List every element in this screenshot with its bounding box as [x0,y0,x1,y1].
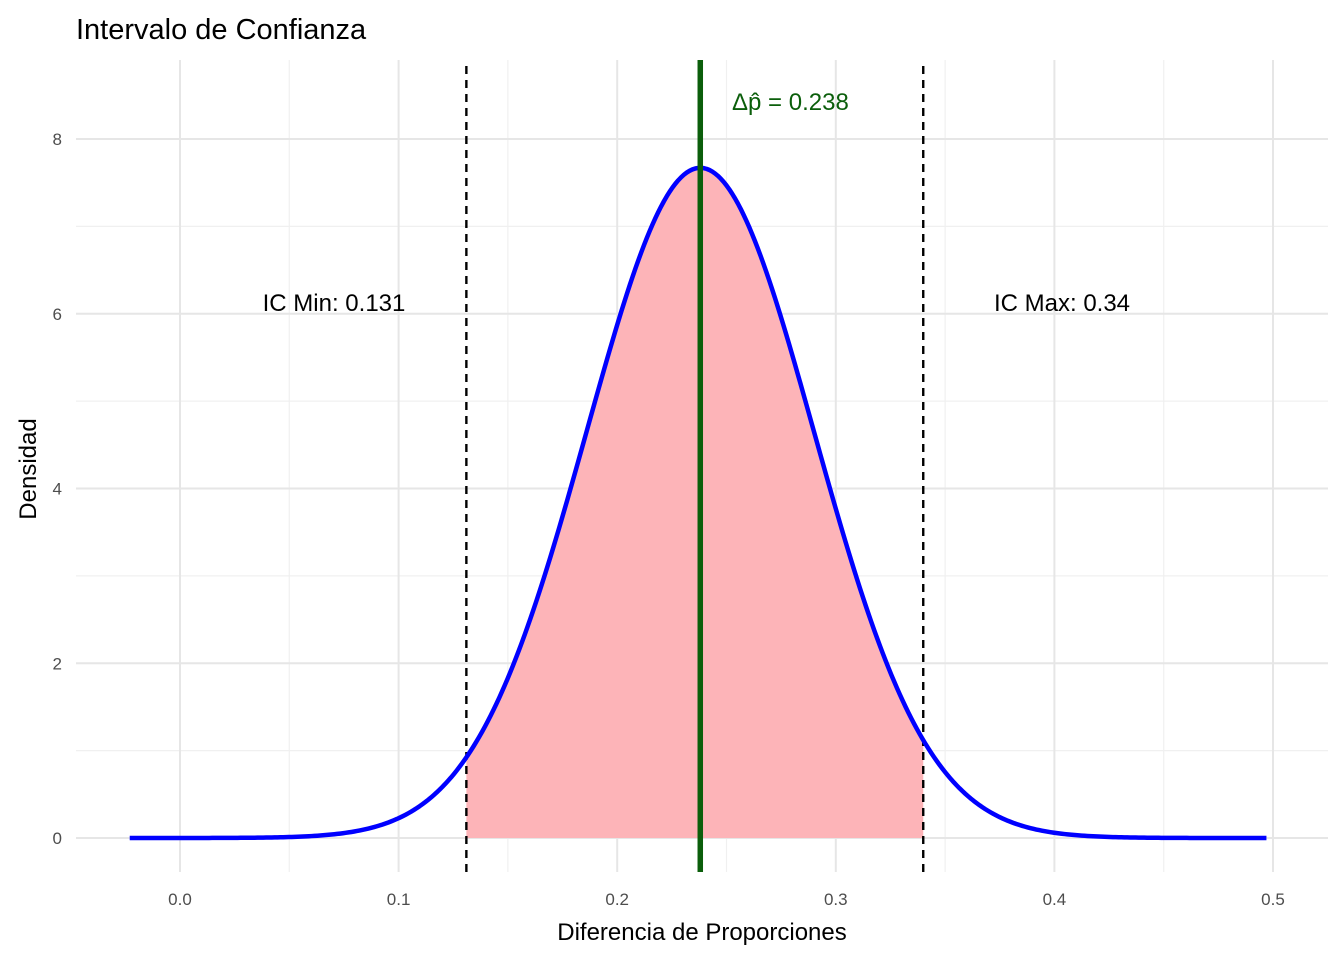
ci-min-label: IC Min: 0.131 [263,290,406,317]
x-tick-label: 0.2 [605,890,629,909]
y-tick-label: 6 [53,305,62,324]
x-tick-label: 0.0 [168,890,192,909]
x-tick-label: 0.5 [1261,890,1285,909]
x-tick-label: 0.4 [1043,890,1067,909]
y-tick-label: 0 [53,829,62,848]
tick-labels: 0.0 0.1 0.2 0.3 0.4 0.5 0 2 4 6 8 [53,130,1285,909]
y-tick-label: 8 [53,130,62,149]
ci-max-label: IC Max: 0.34 [994,290,1130,317]
y-tick-label: 2 [53,654,62,673]
ci-shaded-area [466,167,924,839]
estimate-label: Δp̂ = 0.238 [732,89,849,116]
annotations: Δp̂ = 0.238 IC Min: 0.131 IC Max: 0.34 [263,89,1130,317]
y-axis-title: Densidad [15,418,42,519]
x-tick-label: 0.1 [387,890,411,909]
x-axis-title: Diferencia de Proporciones [557,919,847,946]
plot-marks [129,60,1267,872]
chart-title: Intervalo de Confianza [76,14,367,46]
y-tick-label: 4 [53,480,62,499]
x-tick-label: 0.3 [824,890,848,909]
